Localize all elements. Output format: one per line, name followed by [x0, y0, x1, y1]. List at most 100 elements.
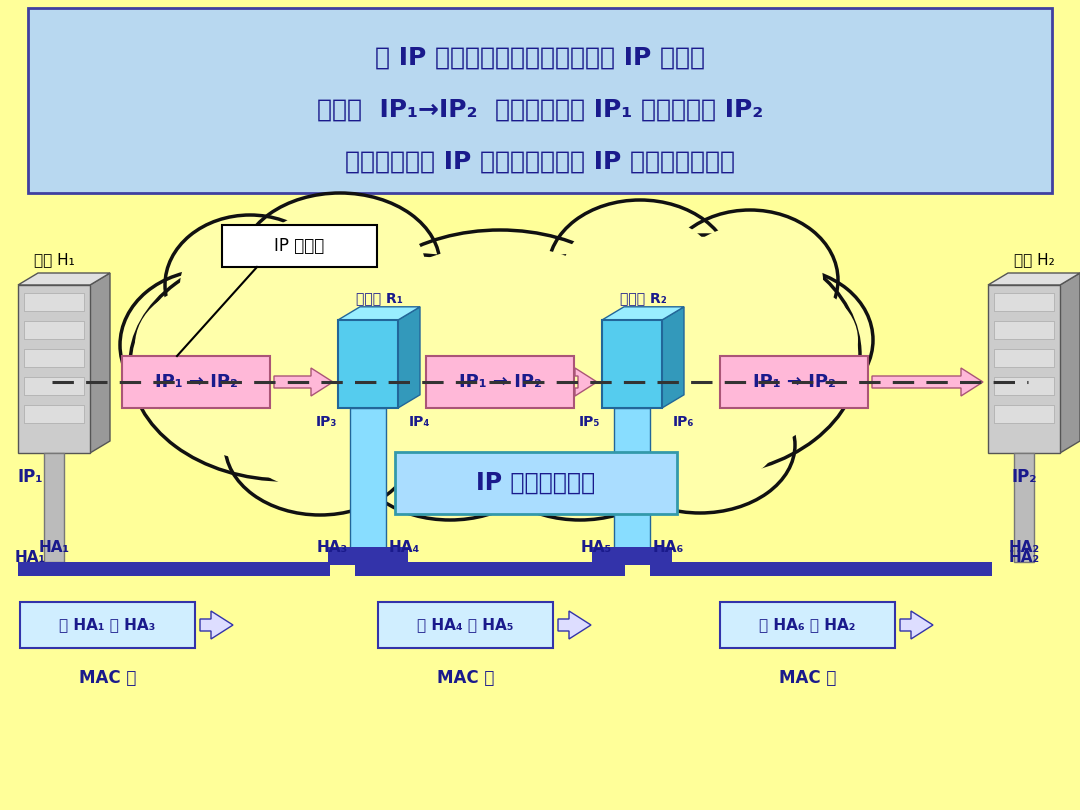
Ellipse shape	[240, 380, 400, 490]
Text: 在 IP 层抽象的互联网上只能看到 IP 数据报: 在 IP 层抽象的互联网上只能看到 IP 数据报	[375, 46, 705, 70]
Text: IP₆: IP₆	[673, 415, 694, 429]
Polygon shape	[900, 611, 933, 639]
Bar	[24, 293, 84, 311]
Ellipse shape	[605, 377, 795, 513]
Ellipse shape	[320, 270, 519, 430]
Polygon shape	[399, 307, 420, 408]
Bar	[650, 562, 993, 576]
Bar	[988, 285, 1059, 453]
Bar	[994, 321, 1054, 339]
Ellipse shape	[500, 395, 660, 495]
Polygon shape	[602, 307, 684, 320]
Bar	[378, 602, 553, 648]
Ellipse shape	[697, 268, 873, 412]
Ellipse shape	[225, 375, 415, 515]
Text: MAC 帧: MAC 帧	[436, 669, 495, 687]
Ellipse shape	[355, 390, 545, 520]
Bar	[1014, 453, 1034, 562]
Polygon shape	[872, 368, 983, 396]
Polygon shape	[575, 368, 597, 396]
Ellipse shape	[310, 255, 530, 445]
Bar	[24, 321, 84, 339]
Bar	[602, 320, 662, 408]
Text: IP₁ → IP₂: IP₁ → IP₂	[154, 373, 238, 391]
Text: HA₂: HA₂	[1009, 540, 1040, 556]
Bar	[328, 547, 408, 565]
Bar	[994, 349, 1054, 367]
Text: IP 层上的互联网: IP 层上的互联网	[476, 471, 595, 495]
Text: IP 数据报: IP 数据报	[274, 237, 325, 255]
Bar	[21, 602, 195, 648]
Text: 图中的  IP₁→IP₂  表示从源地址 IP₁ 到目的地址 IP₂: 图中的 IP₁→IP₂ 表示从源地址 IP₁ 到目的地址 IP₂	[316, 98, 764, 122]
Polygon shape	[90, 273, 110, 453]
Bar	[44, 453, 64, 562]
Bar	[994, 377, 1054, 395]
Text: IP₁: IP₁	[17, 468, 43, 486]
Ellipse shape	[662, 210, 838, 350]
Ellipse shape	[677, 225, 823, 335]
Bar	[720, 602, 895, 648]
Text: IP₁ → IP₂: IP₁ → IP₂	[753, 373, 836, 391]
Ellipse shape	[180, 230, 320, 340]
Ellipse shape	[240, 193, 440, 337]
Ellipse shape	[519, 265, 760, 445]
Bar	[994, 293, 1054, 311]
Ellipse shape	[350, 230, 650, 430]
Ellipse shape	[548, 200, 732, 340]
Ellipse shape	[563, 215, 717, 325]
Text: 从 HA₁ 到 HA₃: 从 HA₁ 到 HA₃	[59, 617, 156, 633]
Bar	[24, 377, 84, 395]
Text: 主机 H₁: 主机 H₁	[33, 253, 75, 267]
Text: HA₁: HA₁	[14, 550, 45, 565]
Bar	[18, 285, 90, 453]
Ellipse shape	[485, 390, 675, 520]
Text: 路由器 R₂: 路由器 R₂	[620, 291, 666, 305]
Text: 主机 H₂: 主机 H₂	[1014, 253, 1054, 267]
Polygon shape	[1059, 273, 1080, 453]
Bar	[426, 356, 573, 408]
Ellipse shape	[145, 265, 426, 465]
Text: 从 HA₆ 到 HA₂: 从 HA₆ 到 HA₂	[759, 617, 855, 633]
Text: 从 HA₄ 到 HA₅: 从 HA₄ 到 HA₅	[417, 617, 514, 633]
Text: 两个路由器的 IP 地址并不出现在 IP 数据报的首部中: 两个路由器的 IP 地址并不出现在 IP 数据报的首部中	[345, 150, 735, 174]
Bar	[615, 408, 650, 562]
Ellipse shape	[712, 283, 858, 397]
Bar	[592, 547, 672, 565]
Bar	[24, 405, 84, 423]
Text: HA₆: HA₆	[652, 540, 684, 556]
Ellipse shape	[135, 285, 285, 405]
Bar	[222, 225, 377, 267]
Bar	[994, 405, 1054, 423]
Text: IP₂: IP₂	[1011, 468, 1037, 486]
Text: IP₃: IP₃	[315, 415, 337, 429]
Text: HA₂: HA₂	[1009, 550, 1040, 565]
Polygon shape	[200, 611, 233, 639]
Ellipse shape	[550, 235, 860, 475]
Ellipse shape	[620, 382, 780, 488]
Ellipse shape	[370, 395, 530, 495]
Ellipse shape	[480, 270, 680, 430]
Bar	[18, 562, 330, 576]
Text: MAC 帧: MAC 帧	[779, 669, 836, 687]
Ellipse shape	[120, 270, 300, 420]
Text: HA₅: HA₅	[580, 540, 611, 556]
Polygon shape	[274, 368, 333, 396]
Bar	[122, 356, 270, 408]
Bar	[24, 349, 84, 367]
Bar	[395, 452, 677, 514]
Text: IP₄: IP₄	[409, 415, 431, 429]
Bar	[28, 8, 1052, 193]
Polygon shape	[662, 307, 684, 408]
Text: IP₁ → IP₂: IP₁ → IP₂	[459, 373, 541, 391]
Text: HA₃: HA₃	[316, 540, 348, 556]
Text: MAC 帧: MAC 帧	[79, 669, 136, 687]
Bar	[338, 320, 399, 408]
Polygon shape	[558, 611, 591, 639]
Ellipse shape	[165, 215, 335, 355]
Text: HA₁: HA₁	[39, 540, 69, 556]
Text: IP₅: IP₅	[579, 415, 600, 429]
Bar	[720, 356, 868, 408]
Bar	[350, 408, 386, 562]
Ellipse shape	[365, 245, 635, 415]
Ellipse shape	[565, 250, 845, 460]
